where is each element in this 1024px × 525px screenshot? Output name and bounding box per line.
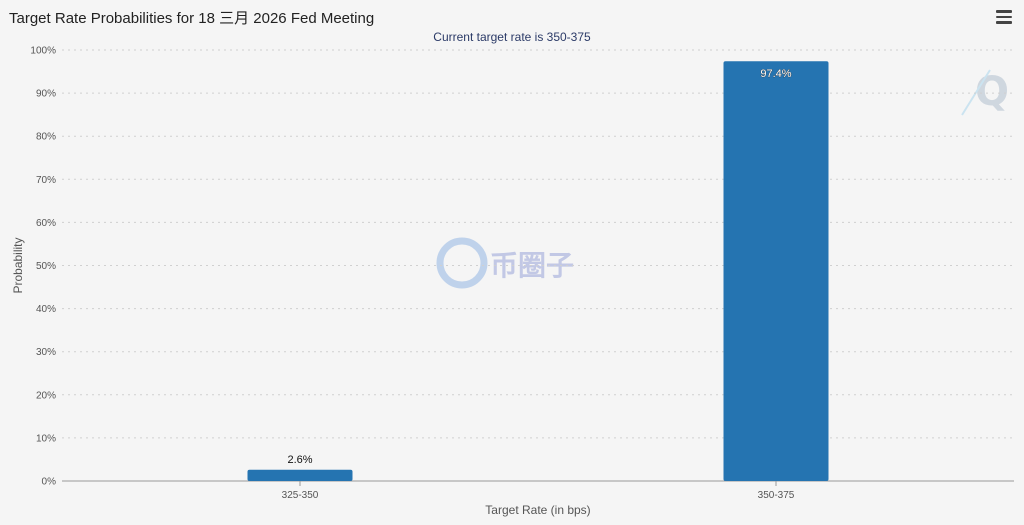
y-tick-label: 50% — [36, 261, 56, 272]
y-tick-label: 30% — [36, 347, 56, 358]
y-axis-title: Probability — [11, 237, 25, 293]
data-label: 97.4% — [760, 68, 791, 80]
svg-text:Q: Q — [975, 69, 1009, 115]
y-tick-label: 20% — [36, 390, 56, 401]
y-tick-label: 70% — [36, 175, 56, 186]
y-tick-label: 0% — [42, 477, 57, 488]
x-axis-title: Target Rate (in bps) — [485, 503, 590, 517]
bar-350-375[interactable] — [723, 61, 829, 482]
bar-325-350[interactable] — [247, 469, 353, 481]
corner-logo: Q — [961, 69, 1009, 116]
y-tick-label: 90% — [36, 89, 56, 100]
x-tick-label: 350-375 — [758, 490, 795, 501]
chart-title: Target Rate Probabilities for 18 三月 2026… — [9, 10, 375, 27]
y-tick-label: 40% — [36, 304, 56, 315]
watermark-logo: 币圈子 — [436, 237, 574, 289]
y-tick-label: 10% — [36, 433, 56, 444]
y-tick-label: 100% — [30, 46, 56, 57]
hamburger-menu-icon[interactable] — [996, 10, 1012, 24]
y-tick-label: 80% — [36, 132, 56, 143]
y-tick-label: 60% — [36, 218, 56, 229]
data-label: 2.6% — [287, 454, 312, 466]
x-tick-label: 325-350 — [282, 490, 319, 501]
chart-subtitle: Current target rate is 350-375 — [433, 30, 591, 44]
